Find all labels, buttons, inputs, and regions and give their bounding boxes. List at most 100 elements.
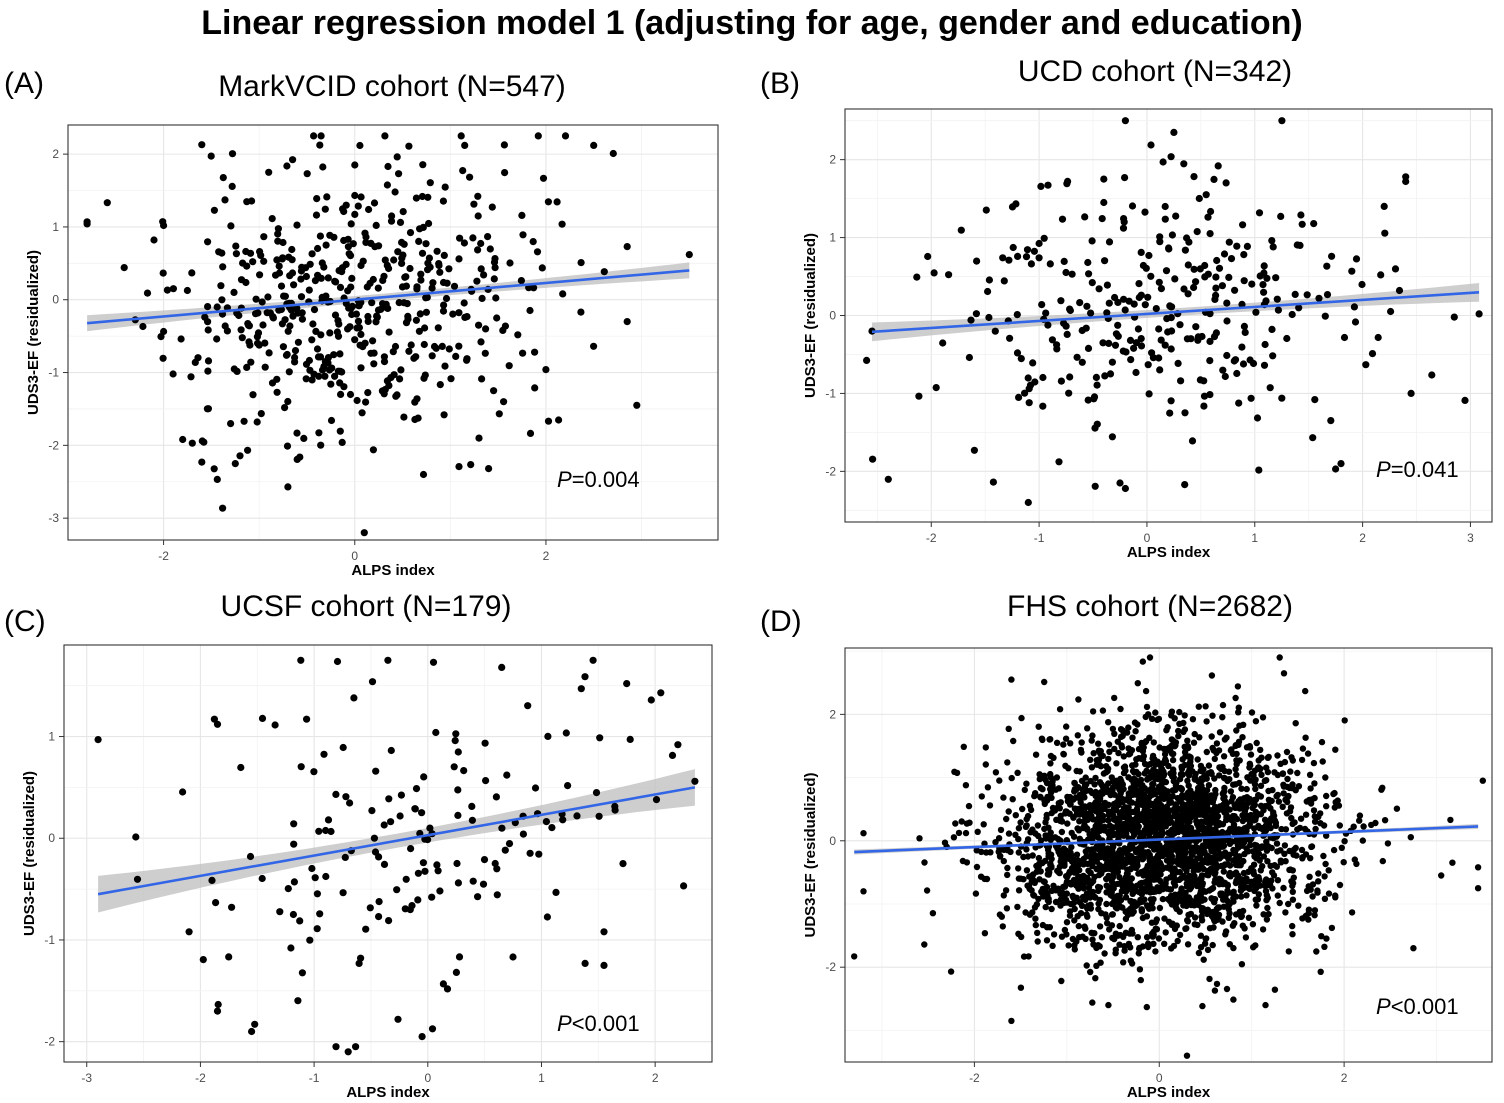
data-point (1321, 312, 1329, 320)
data-point (1231, 286, 1239, 294)
data-point (188, 439, 196, 447)
data-point (1089, 708, 1097, 715)
data-point (1114, 831, 1121, 838)
data-point (1374, 333, 1382, 342)
data-point (310, 768, 318, 776)
data-point (1083, 911, 1090, 918)
data-point (1108, 433, 1116, 441)
x-tick-label: -2 (195, 1071, 206, 1085)
data-point (1157, 774, 1165, 781)
data-point (1174, 359, 1182, 367)
data-point (1168, 945, 1175, 952)
data-point (1202, 935, 1209, 943)
data-point (1159, 158, 1167, 166)
x-axis-label: ALPS index (1127, 1084, 1211, 1101)
data-point (1221, 788, 1228, 795)
data-point (1090, 816, 1097, 823)
data-point (1068, 843, 1075, 851)
data-point (1351, 856, 1359, 863)
data-point (1091, 829, 1098, 837)
data-point (1230, 996, 1237, 1003)
data-point (1233, 757, 1240, 764)
data-point (1166, 807, 1173, 814)
data-point (1079, 933, 1086, 940)
data-point (1218, 853, 1225, 860)
data-point (434, 324, 442, 332)
data-point (1170, 766, 1177, 773)
data-point (1082, 774, 1089, 781)
data-point (418, 809, 426, 817)
data-point (1121, 820, 1128, 827)
data-point (1063, 330, 1071, 338)
data-point (397, 366, 405, 374)
data-point (1312, 825, 1319, 833)
data-point (414, 896, 422, 904)
data-point (1184, 737, 1191, 744)
data-point (518, 211, 526, 219)
data-point (1289, 867, 1297, 874)
data-point (955, 829, 963, 837)
data-point (1217, 837, 1224, 844)
data-point (577, 308, 585, 316)
data-point (965, 353, 974, 362)
data-point (233, 367, 241, 375)
data-point (544, 732, 552, 741)
data-point (1245, 914, 1253, 921)
data-point (245, 322, 253, 330)
data-point (356, 141, 364, 150)
data-point (407, 845, 415, 853)
data-point (289, 910, 297, 919)
data-point (1048, 336, 1056, 344)
data-point (315, 372, 323, 380)
data-point (264, 293, 272, 301)
data-point (978, 793, 985, 800)
data-point (1014, 903, 1021, 911)
data-point (393, 153, 401, 161)
data-point (657, 689, 665, 697)
data-point (1269, 869, 1276, 876)
data-point (1192, 813, 1199, 820)
data-point (353, 324, 361, 332)
data-point (232, 250, 240, 258)
data-point (1135, 870, 1142, 877)
data-point (960, 743, 967, 750)
data-point (1144, 361, 1152, 369)
data-point (1054, 835, 1062, 843)
data-point (1114, 880, 1121, 888)
data-point (1025, 399, 1033, 407)
data-point (422, 308, 430, 316)
data-point (163, 286, 171, 294)
data-point (394, 248, 402, 256)
data-point (426, 263, 434, 271)
data-point (1261, 777, 1269, 785)
data-point (1224, 887, 1231, 894)
data-point (1141, 827, 1148, 834)
data-point (1118, 742, 1125, 749)
data-point (1078, 326, 1086, 335)
data-point (1116, 941, 1123, 948)
data-point (1252, 785, 1259, 793)
data-point (533, 248, 542, 256)
data-point (1235, 704, 1243, 711)
data-point (1256, 272, 1264, 280)
data-point (1096, 884, 1104, 891)
data-point (1211, 896, 1219, 903)
data-point (1023, 246, 1032, 254)
data-point (297, 275, 305, 283)
data-point (1013, 311, 1021, 319)
data-point (321, 205, 329, 213)
data-point (503, 771, 511, 779)
data-point (1116, 922, 1123, 930)
data-point (1075, 885, 1082, 892)
data-point (452, 352, 460, 360)
data-point (1056, 706, 1064, 713)
data-point (1274, 771, 1282, 779)
data-point (1052, 898, 1060, 906)
data-point (596, 734, 604, 742)
data-point (298, 969, 306, 977)
data-point (1268, 844, 1275, 852)
data-point (1058, 855, 1065, 863)
data-point (466, 173, 474, 181)
data-point (461, 313, 469, 321)
data-point (413, 283, 421, 291)
